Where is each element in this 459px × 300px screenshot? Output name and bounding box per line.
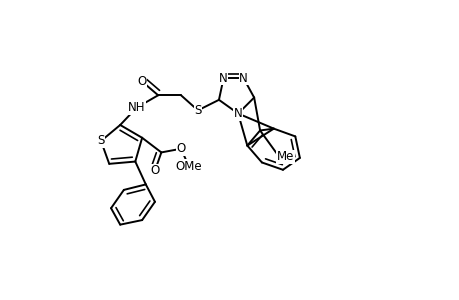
Text: S: S <box>194 104 201 117</box>
Text: Me: Me <box>276 151 293 164</box>
Text: O: O <box>150 164 159 177</box>
Text: OMe: OMe <box>175 160 202 172</box>
Text: N: N <box>239 72 247 85</box>
Text: O: O <box>137 75 146 88</box>
Text: NH: NH <box>128 101 145 114</box>
Text: O: O <box>176 142 185 155</box>
Text: S: S <box>97 134 105 148</box>
Text: N: N <box>218 72 227 85</box>
Text: N: N <box>233 107 242 120</box>
